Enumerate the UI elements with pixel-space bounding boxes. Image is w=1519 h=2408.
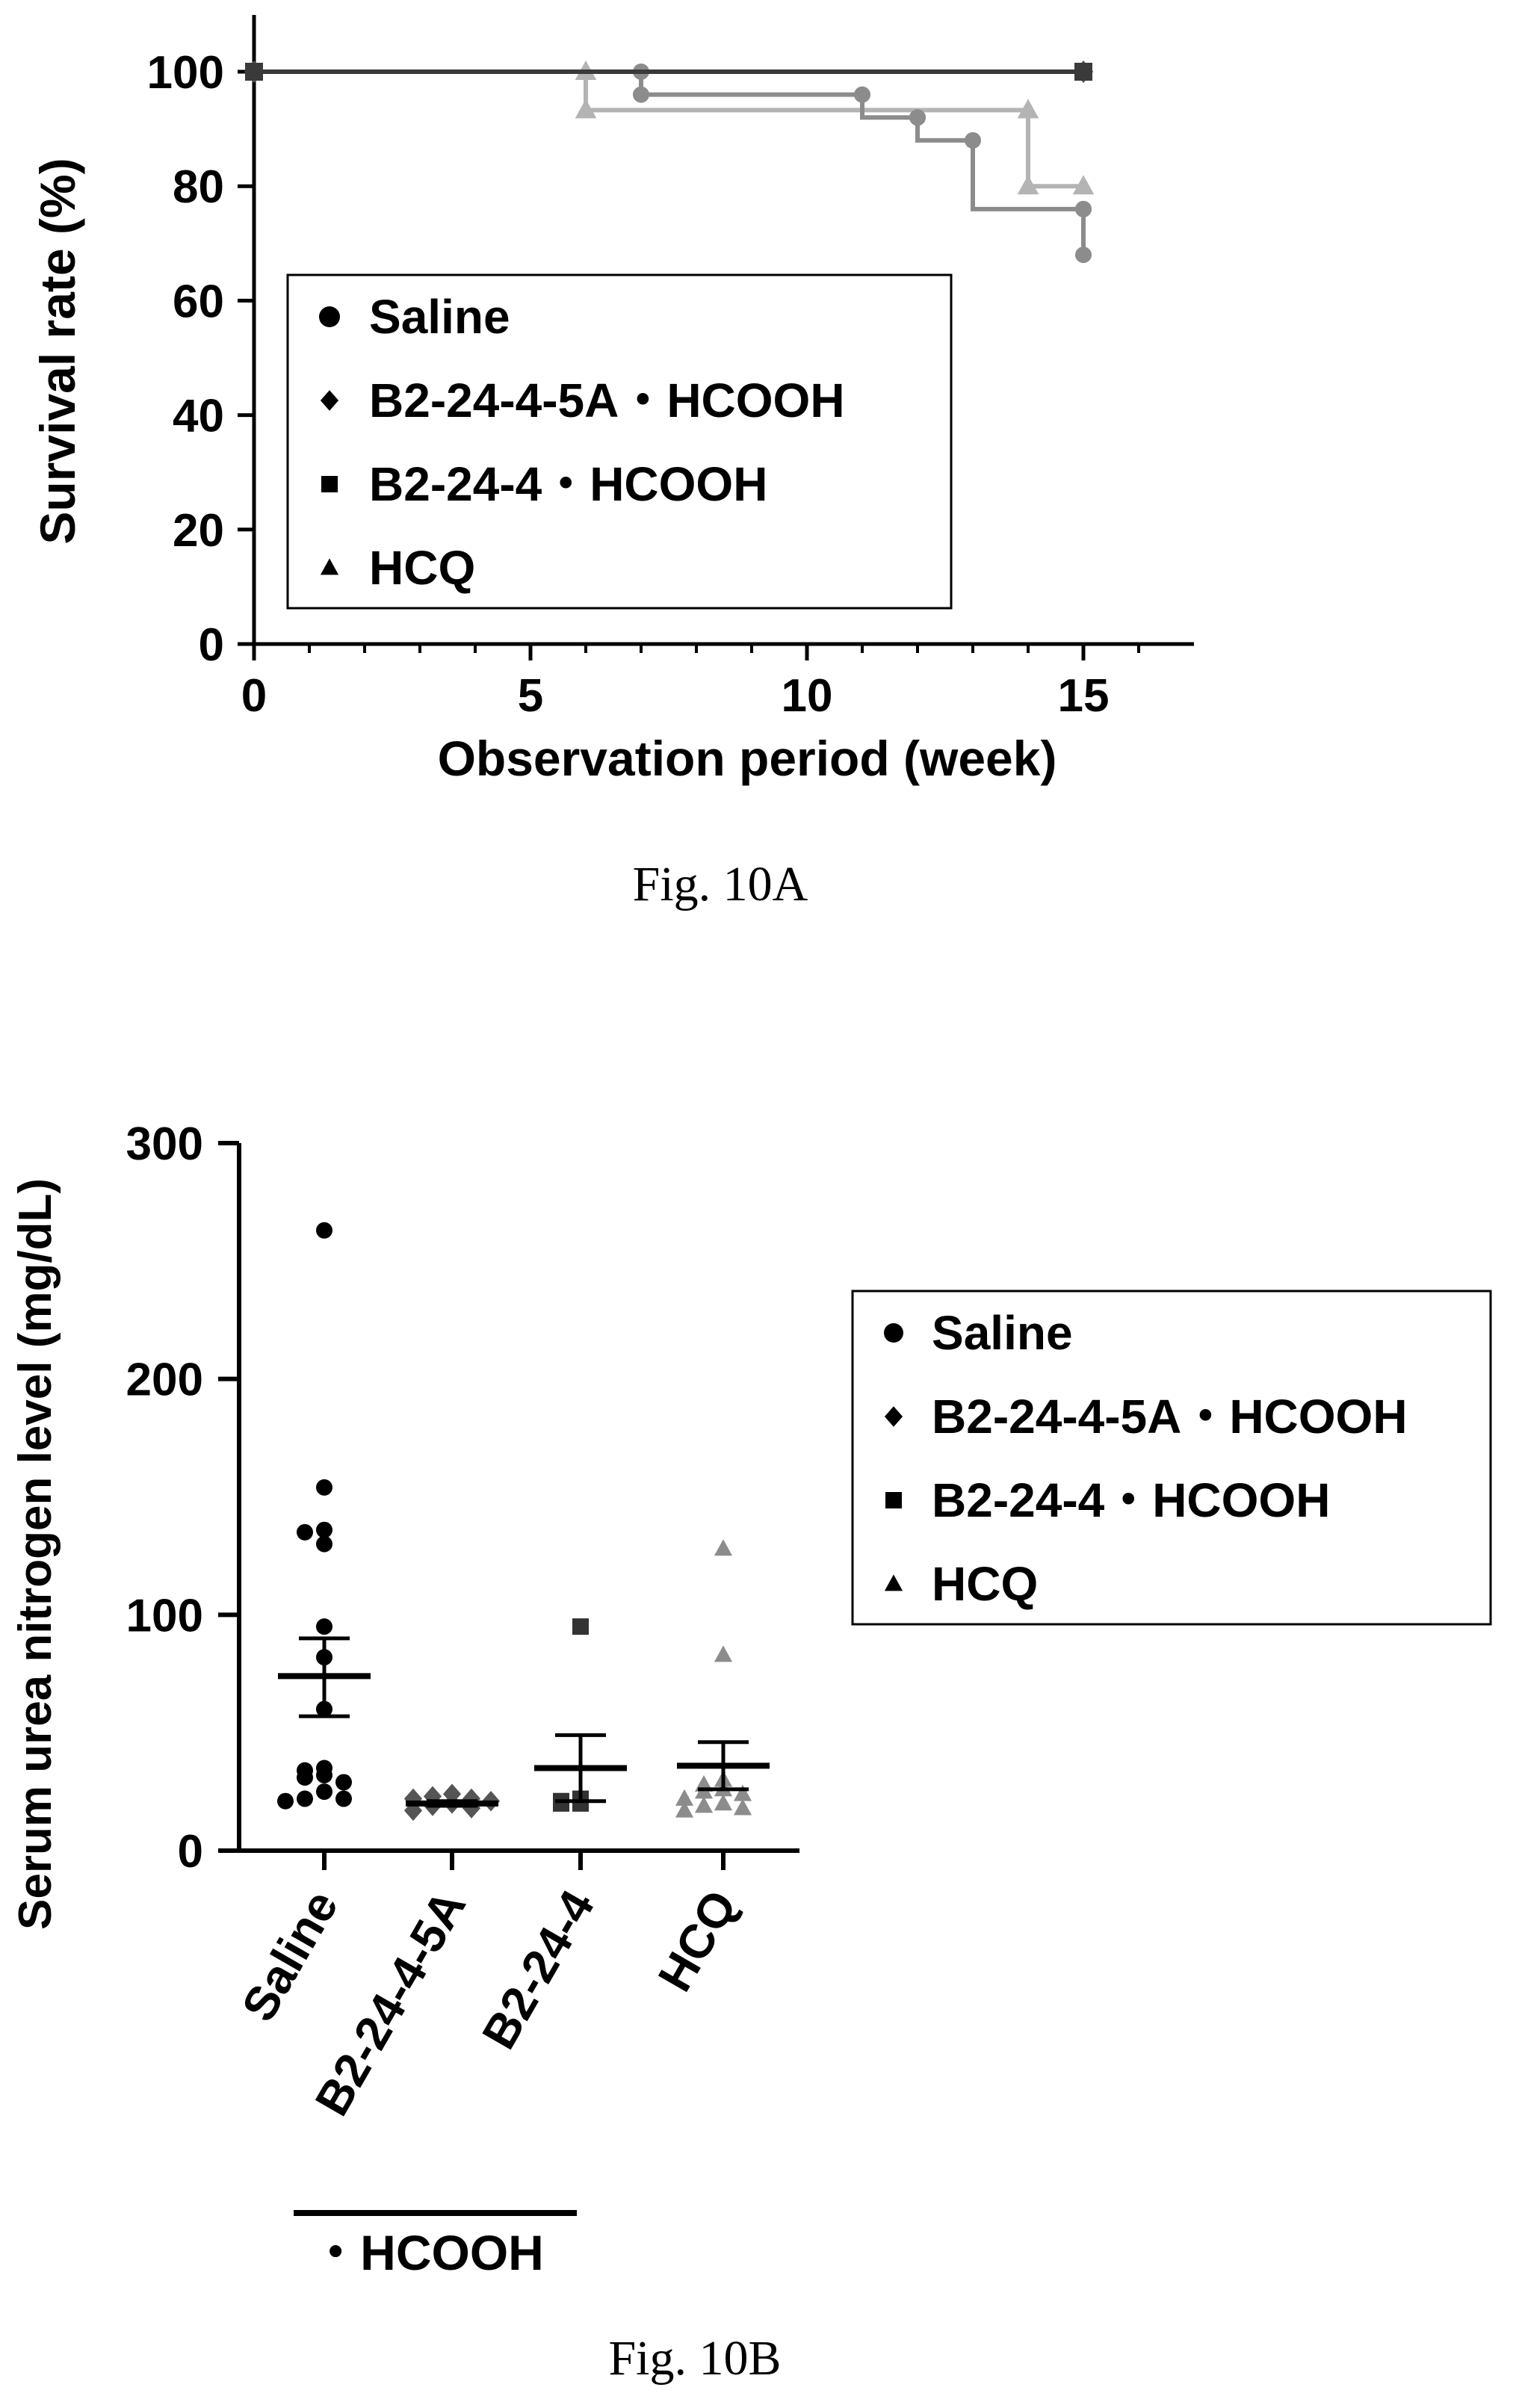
survival-legend-label: HCQ	[369, 541, 475, 595]
bun-y-tick-label: 0	[178, 1826, 203, 1878]
survival-point-2	[1074, 63, 1092, 81]
survival-x-tick-label: 10	[782, 670, 833, 722]
survival-point-0	[854, 86, 870, 103]
bun-x-tick-label: Saline	[232, 1881, 349, 2030]
survival-legend-label: B2-24-4・HCOOH	[369, 457, 767, 511]
survival-x-tick-label: 15	[1058, 670, 1110, 722]
survival-legend-marker	[321, 476, 338, 492]
bun-point-0	[316, 1535, 332, 1553]
bun-point-0	[316, 1783, 332, 1801]
bun-y-tick-label: 300	[126, 1118, 203, 1170]
bun-point-0	[297, 1790, 313, 1807]
bun-point-0	[297, 1769, 313, 1786]
bun-point-3	[714, 1539, 733, 1556]
bun-y-tick-label: 100	[126, 1590, 203, 1641]
survival-legend-label: B2-24-4-5A・HCOOH	[369, 374, 845, 427]
bun-group-bracket-label: ・HCOOH	[311, 2225, 544, 2280]
bun-point-2	[572, 1618, 589, 1635]
bun-point-3	[675, 1789, 694, 1806]
survival-legend-marker	[320, 390, 339, 411]
survival-figure-caption: Fig. 10A	[633, 857, 808, 911]
survival-y-tick-label: 80	[173, 161, 224, 213]
bun-legend-marker	[884, 1323, 903, 1343]
survival-legend: Saline B2-24-4-5A・HCOOH B2-24-4・HCOOH HCQ	[286, 273, 953, 610]
survival-point-3	[575, 99, 597, 119]
survival-legend-box	[286, 273, 953, 610]
survival-y-tick-label: 60	[173, 276, 224, 327]
bun-series	[277, 1222, 770, 1822]
survival-x-axis-label: Observation period (week)	[438, 731, 1057, 786]
survival-legend-marker	[320, 558, 339, 575]
survival-point-3	[1017, 99, 1039, 119]
survival-legend-label: Saline	[369, 290, 510, 344]
bun-point-0	[335, 1790, 352, 1807]
survival-point-3	[1017, 175, 1039, 195]
bun-point-3	[694, 1796, 714, 1813]
bun-legend-marker	[884, 1574, 903, 1591]
bun-legend-label: B2-24-4・HCOOH	[932, 1473, 1330, 1527]
bun-legend-label: B2-24-4-5A・HCOOH	[932, 1390, 1408, 1443]
bun-point-0	[316, 1521, 332, 1538]
survival-y-axis-label: Survival rate (%)	[30, 158, 85, 544]
bun-y-tick-label: 200	[126, 1355, 203, 1406]
survival-y-tick-label: 100	[147, 47, 224, 99]
survival-legend-marker	[319, 306, 340, 327]
bun-legend-label: HCQ	[932, 1557, 1038, 1611]
bun-legend-box	[851, 1290, 1492, 1626]
survival-line-0	[254, 69, 1086, 256]
survival-point-0	[965, 131, 981, 149]
bun-point-3	[714, 1794, 733, 1811]
survival-point-0	[1075, 200, 1092, 217]
bun-figure-caption: Fig. 10B	[608, 2331, 781, 2386]
survival-chart: 0 20 40 60 80 100 0 5 10 15 Saline B2-24-4-5A・HCOO…	[30, 15, 1194, 911]
bun-point-0	[297, 1523, 313, 1541]
bun-point-3	[733, 1798, 752, 1816]
survival-y-tick-label: 0	[199, 619, 224, 671]
survival-y-tick-label: 20	[173, 505, 224, 557]
survival-x-tick-label: 0	[241, 670, 267, 722]
bun-legend-marker	[885, 1492, 902, 1508]
bun-point-0	[316, 1222, 332, 1239]
survival-x-tick-label: 5	[518, 670, 543, 722]
survival-point-2	[245, 63, 263, 81]
bun-point-0	[335, 1774, 352, 1791]
bun-point-0	[277, 1792, 294, 1810]
survival-line-3	[254, 69, 1083, 189]
bun-point-3	[733, 1784, 752, 1801]
bun-x-tick-label: HCQ	[648, 1881, 747, 2000]
bun-legend-label: Saline	[932, 1306, 1073, 1360]
bun-point-0	[316, 1479, 332, 1496]
bun-point-0	[316, 1618, 332, 1635]
bun-legend: Saline B2-24-4-5A・HCOOH B2-24-4・HCOOH HCQ	[851, 1290, 1492, 1626]
survival-y-tick-label: 40	[173, 391, 224, 442]
bun-point-3	[675, 1801, 694, 1818]
bun-legend-marker	[884, 1406, 903, 1427]
survival-series	[244, 61, 1095, 264]
survival-point-0	[1075, 247, 1092, 264]
survival-point-0	[909, 109, 926, 126]
survival-point-3	[1072, 175, 1095, 195]
survival-point-0	[633, 86, 649, 103]
bun-point-3	[714, 1645, 733, 1662]
bun-point-2	[553, 1795, 569, 1812]
bun-point-0	[316, 1766, 332, 1783]
bun-y-axis-label: Serum urea nitrogen level (mg/dL)	[10, 1178, 61, 1930]
bun-x-tick-label: B2-24-4	[471, 1881, 604, 2058]
